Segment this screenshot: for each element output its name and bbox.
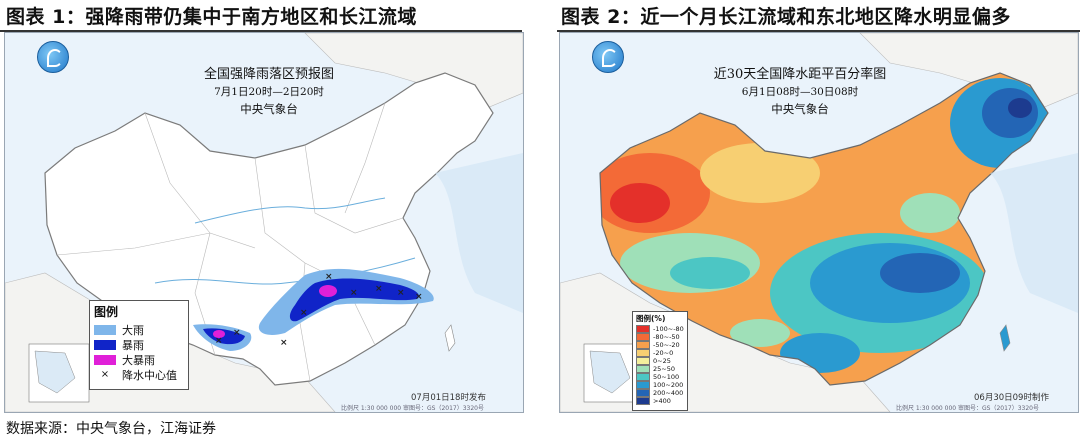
legend-label-rain-center: 降水中心值 (122, 368, 177, 382)
legend-rain-center: × 降水中心值 (90, 367, 188, 382)
svg-text:×: × (215, 336, 223, 346)
legend2-label: -100~-80 (653, 325, 684, 333)
cma-logo-icon (37, 41, 69, 73)
legend2-item: -20~0 (633, 349, 687, 357)
legend-swatch-rainstorm (94, 339, 116, 350)
map-2-title: 近30天全国降水距平百分率图 (713, 67, 887, 82)
legend-label-rainstorm: 暴雨 (122, 338, 144, 352)
legend2-label: -80~-50 (653, 333, 680, 341)
heavy-rain-forecast-map: × × × × × × × × × 全国强降雨落区预报图 7月1日20时—2日20时 中央气… (4, 32, 524, 413)
legend-swatch-heavy-rain (94, 324, 116, 335)
legend2-swatch (636, 381, 650, 389)
legend2-label: 50~100 (653, 373, 680, 381)
legend2-label: 0~25 (653, 357, 671, 365)
legend2-swatch (636, 341, 650, 349)
map-1-title-block: 全国强降雨落区预报图 7月1日20时—2日20时 中央气象台 (179, 63, 359, 117)
svg-text:×: × (397, 288, 405, 298)
svg-text:×: × (375, 284, 383, 294)
legend-swatch-severe-rainstorm (94, 354, 116, 365)
rain-band-severe-rainstorm (213, 285, 337, 338)
legend2-swatch (636, 357, 650, 365)
legend2-item: 200~400 (633, 389, 687, 397)
svg-text:×: × (415, 292, 423, 302)
map-2-made-stamp: 06月30日09时制作 (974, 393, 1049, 403)
legend2-label: 100~200 (653, 381, 684, 389)
legend2-swatch (636, 397, 650, 405)
legend2-item: 100~200 (633, 381, 687, 389)
legend2-item: -50~-20 (633, 341, 687, 349)
legend2-swatch (636, 333, 650, 341)
legend2-item: 25~50 (633, 365, 687, 373)
legend-label-heavy-rain: 大雨 (122, 323, 144, 337)
svg-text:×: × (280, 338, 288, 348)
legend-heavy-rain: 大雨 (90, 322, 188, 337)
map-2-legend: 图例(%) -100~-80 -80~-50 -50~-20 -20~0 0~2… (632, 311, 688, 411)
legend2-swatch (636, 365, 650, 373)
map-2-legend-title: 图例(%) (636, 314, 666, 323)
map-2-issuer: 中央气象台 (771, 102, 829, 116)
legend-severe-rainstorm: 大暴雨 (90, 352, 188, 367)
legend2-item: 0~25 (633, 357, 687, 365)
cma-logo-icon-2 (592, 41, 624, 73)
legend2-item: -80~-50 (633, 333, 687, 341)
figure-2-caption: 图表 2：近一个月长江流域和东北地区降水明显偏多 (561, 6, 1011, 28)
legend2-label: -20~0 (653, 349, 674, 357)
map-1-scale-note: 比例尺 1:30 000 000 审图号：GS（2017）3320号 (341, 405, 485, 412)
legend2-label: 25~50 (653, 365, 675, 373)
map-2-period: 6月1日08时—30日08时 (741, 86, 859, 98)
map-1-period: 7月1日20时—2日20时 (214, 86, 324, 98)
legend2-swatch (636, 373, 650, 381)
map-2-title-block: 近30天全国降水距平百分率图 6月1日08时—30日08时 中央气象台 (700, 63, 900, 117)
legend-label-severe-rainstorm: 大暴雨 (122, 353, 155, 367)
legend-rainstorm: 暴雨 (90, 337, 188, 352)
map-1-title: 全国强降雨落区预报图 (203, 67, 334, 82)
legend2-swatch (636, 389, 650, 397)
legend2-item: 50~100 (633, 373, 687, 381)
svg-text:×: × (350, 288, 358, 298)
svg-text:×: × (325, 272, 333, 282)
legend2-label: >400 (653, 397, 671, 405)
svg-text:×: × (300, 308, 308, 318)
map-1-legend: 图例 大雨 暴雨 大暴雨 × 降水中心值 (89, 300, 189, 390)
legend2-label: 200~400 (653, 389, 684, 397)
map-2-scale-note: 比例尺 1:30 000 000 审图号：GS（2017）3320号 (896, 405, 1040, 412)
legend-rain-center-mark: × (100, 369, 110, 380)
map-1-issue-stamp: 07月01日18时发布 (411, 393, 486, 403)
data-source-note: 数据来源：中央气象台，江海证券 (6, 421, 216, 437)
legend2-swatch (636, 325, 650, 333)
rain-center-marks: × × × × × × × × × (215, 272, 423, 348)
map-1-legend-title: 图例 (94, 305, 119, 319)
map-1-issuer: 中央气象台 (240, 102, 298, 116)
legend2-label: -50~-20 (653, 341, 680, 349)
precipitation-anomaly-map: 近30天全国降水距平百分率图 6月1日08时—30日08时 中央气象台 06月3… (559, 32, 1079, 413)
china-outline-2 (599, 72, 1049, 386)
legend2-item: >400 (633, 397, 687, 405)
figure-1-caption: 图表 1：强降雨带仍集中于南方地区和长江流域 (6, 6, 417, 28)
legend2-swatch (636, 349, 650, 357)
legend2-item: -100~-80 (633, 325, 687, 333)
svg-text:×: × (233, 328, 241, 338)
caption-rule-left (0, 30, 522, 32)
caption-rule-right (557, 30, 1080, 32)
